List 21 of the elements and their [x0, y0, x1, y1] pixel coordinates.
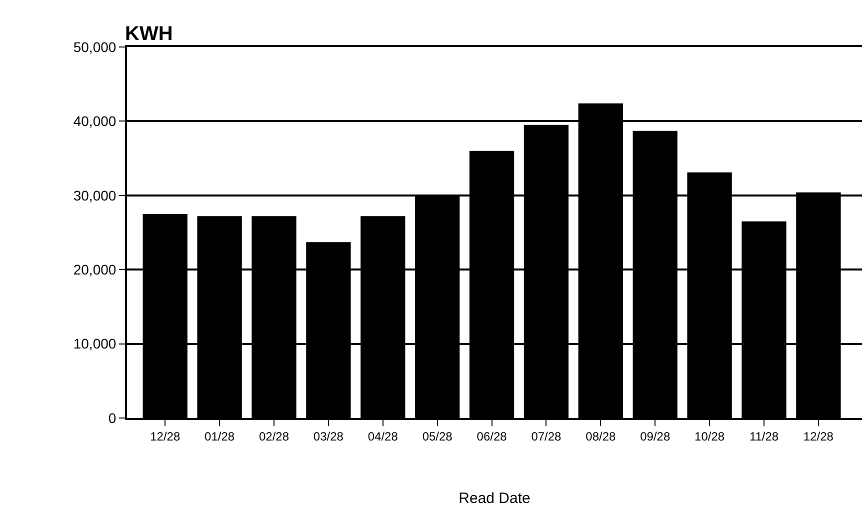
x-tick-label: 07/28 [531, 429, 562, 444]
x-axis-title: Read Date [458, 490, 530, 507]
x-tick-label: 02/28 [258, 429, 290, 444]
x-tick-label: 12/28 [803, 429, 834, 444]
x-tick-label: 12/28 [150, 429, 180, 444]
x-tick-label: 01/28 [204, 429, 235, 444]
y-tick-label: 30,000 [73, 187, 116, 204]
x-tick-label: 09/28 [640, 429, 670, 444]
y-tick-label: 50,000 [73, 38, 116, 55]
chart-title: KWH [125, 23, 173, 45]
y-tick-label: 10,000 [73, 336, 116, 352]
y-tick-label: 0 [108, 410, 116, 426]
x-tick-label: 11/28 [749, 429, 779, 444]
y-tick-label: 20,000 [73, 262, 116, 278]
y-tick-label: 40,000 [73, 113, 116, 130]
x-tick-label: 03/28 [313, 429, 344, 444]
x-tick-label: 08/28 [586, 429, 616, 444]
x-tick-label: 05/28 [422, 429, 453, 444]
x-tick-label: 04/28 [368, 429, 398, 444]
x-tick-label: 10/28 [694, 429, 725, 444]
x-tick-label: 06/28 [476, 429, 508, 444]
